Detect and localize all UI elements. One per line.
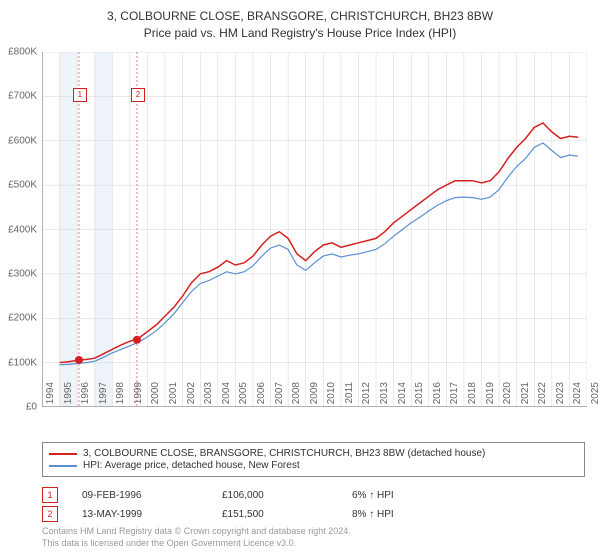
xtick-label: 2014 (397, 382, 408, 412)
xtick-label: 2022 (537, 382, 548, 412)
ytick-label: £700K (8, 91, 37, 102)
ytick-label: £200K (8, 313, 37, 324)
ytick-label: £600K (8, 135, 37, 146)
xtick-label: 1997 (98, 382, 109, 412)
xtick-label: 2002 (186, 382, 197, 412)
ytick-label: £0 (26, 402, 37, 413)
xtick-label: 1996 (80, 382, 91, 412)
xtick-label: 2015 (414, 382, 425, 412)
xtick-label: 2012 (361, 382, 372, 412)
xtick-label: 2001 (168, 382, 179, 412)
xtick-label: 2017 (449, 382, 460, 412)
marker-table: 1 09-FEB-1996£106,0006% ↑ HPI 2 13-MAY-1999… (42, 484, 587, 525)
xtick-label: 1994 (45, 382, 56, 412)
callout-badge: 2 (131, 88, 145, 102)
xtick-label: 1998 (115, 382, 126, 412)
xtick-label: 2025 (590, 382, 600, 412)
marker-badge: 1 (42, 487, 58, 503)
ytick-label: £500K (8, 180, 37, 191)
xtick-label: 2024 (572, 382, 583, 412)
xtick-label: 2009 (309, 382, 320, 412)
chart-svg (42, 52, 587, 407)
marker-row: 2 13-MAY-1999£151,5008% ↑ HPI (42, 506, 587, 522)
ytick-label: £400K (8, 224, 37, 235)
xtick-label: 1995 (63, 382, 74, 412)
legend-label: HPI: Average price, detached house, New … (83, 460, 300, 471)
chart-area: £0£100K£200K£300K£400K£500K£600K£700K£80… (42, 52, 587, 407)
attribution-text: Contains HM Land Registry data © Crown c… (42, 526, 351, 549)
legend-row: HPI: Average price, detached house, New … (49, 460, 578, 471)
title-line-2: Price paid vs. HM Land Registry's House … (0, 25, 600, 42)
legend-box: 3, COLBOURNE CLOSE, BRANSGORE, CHRISTCHU… (42, 442, 585, 477)
marker-date: 13-MAY-1999 (82, 509, 222, 520)
legend-swatch (49, 465, 77, 467)
xtick-label: 2019 (485, 382, 496, 412)
xtick-label: 1999 (133, 382, 144, 412)
title-line-1: 3, COLBOURNE CLOSE, BRANSGORE, CHRISTCHU… (0, 8, 600, 25)
marker-badge: 2 (42, 506, 58, 522)
xtick-label: 2018 (467, 382, 478, 412)
xtick-label: 2006 (256, 382, 267, 412)
xtick-label: 2008 (291, 382, 302, 412)
xtick-label: 2007 (274, 382, 285, 412)
marker-price: £151,500 (222, 509, 352, 520)
ytick-label: £300K (8, 268, 37, 279)
ytick-label: £100K (8, 357, 37, 368)
marker-pct: 8% ↑ HPI (352, 509, 452, 520)
marker-price: £106,000 (222, 490, 352, 501)
xtick-label: 2020 (502, 382, 513, 412)
chart-title: 3, COLBOURNE CLOSE, BRANSGORE, CHRISTCHU… (0, 0, 600, 42)
legend-swatch (49, 453, 77, 455)
legend-row: 3, COLBOURNE CLOSE, BRANSGORE, CHRISTCHU… (49, 448, 578, 459)
callout-badge: 1 (73, 88, 87, 102)
xtick-label: 2021 (520, 382, 531, 412)
attribution-line-1: Contains HM Land Registry data © Crown c… (42, 526, 351, 538)
ytick-label: £800K (8, 47, 37, 58)
xtick-label: 2023 (555, 382, 566, 412)
marker-pct: 6% ↑ HPI (352, 490, 452, 501)
xtick-label: 2016 (432, 382, 443, 412)
attribution-line-2: This data is licensed under the Open Gov… (42, 538, 351, 550)
xtick-label: 2000 (150, 382, 161, 412)
xtick-label: 2010 (326, 382, 337, 412)
legend-label: 3, COLBOURNE CLOSE, BRANSGORE, CHRISTCHU… (83, 448, 485, 459)
xtick-label: 2013 (379, 382, 390, 412)
marker-date: 09-FEB-1996 (82, 490, 222, 501)
xtick-label: 2005 (238, 382, 249, 412)
marker-row: 1 09-FEB-1996£106,0006% ↑ HPI (42, 487, 587, 503)
xtick-label: 2003 (203, 382, 214, 412)
xtick-label: 2011 (344, 382, 355, 412)
xtick-label: 2004 (221, 382, 232, 412)
